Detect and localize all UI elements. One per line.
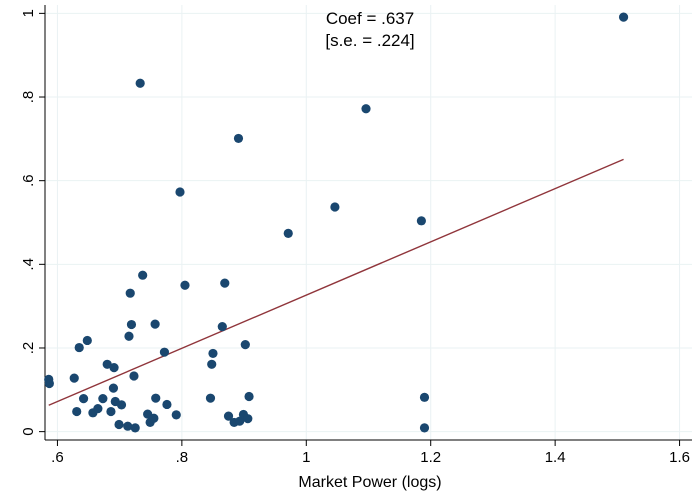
- x-axis-title: Market Power (logs): [298, 474, 441, 491]
- data-point: [361, 104, 371, 114]
- data-point: [138, 270, 148, 280]
- data-point: [220, 278, 230, 288]
- data-points: [44, 12, 629, 433]
- data-point: [114, 419, 124, 430]
- data-point: [82, 335, 92, 346]
- data-point: [205, 393, 216, 403]
- data-point: [240, 340, 250, 350]
- data-point: [416, 216, 426, 226]
- y-tick-label: .4: [20, 258, 37, 271]
- data-point: [243, 414, 253, 424]
- data-point: [618, 12, 629, 22]
- x-tick-label: .8: [176, 449, 189, 466]
- coef-annotation: Coef = .637: [326, 9, 414, 28]
- data-point: [74, 342, 84, 353]
- se-annotation: [s.e. = .224]: [325, 31, 414, 50]
- data-point: [244, 391, 254, 402]
- data-point: [123, 421, 133, 431]
- data-point: [283, 228, 293, 238]
- data-point: [175, 187, 185, 197]
- data-point: [98, 393, 108, 404]
- fit-line: [48, 158, 624, 406]
- data-point: [109, 363, 119, 373]
- data-point: [125, 288, 135, 298]
- data-point: [208, 348, 218, 359]
- data-point: [217, 322, 227, 332]
- data-point: [129, 371, 139, 381]
- gridlines: [45, 5, 692, 440]
- x-tick-label: .6: [51, 449, 64, 466]
- y-tick-label: 1: [20, 9, 37, 17]
- data-point: [235, 416, 245, 426]
- data-point: [159, 347, 170, 357]
- data-point: [180, 280, 190, 290]
- y-tick-label: .8: [20, 91, 37, 104]
- data-point: [171, 410, 181, 420]
- data-point: [151, 393, 161, 403]
- data-point: [149, 413, 159, 423]
- data-point: [162, 399, 172, 410]
- data-point: [72, 406, 82, 417]
- data-point: [106, 406, 116, 417]
- y-tick-label: .2: [20, 342, 37, 355]
- x-tick-label: 1.4: [545, 449, 566, 466]
- data-point: [419, 423, 430, 433]
- data-point: [207, 359, 217, 369]
- data-point: [135, 78, 145, 88]
- y-tick-label: .6: [20, 174, 37, 187]
- data-point: [69, 373, 79, 383]
- data-point: [126, 319, 137, 330]
- data-point: [124, 331, 134, 341]
- data-point: [330, 202, 340, 212]
- data-point: [223, 411, 234, 421]
- x-tick-label: 1: [302, 449, 310, 466]
- data-point: [233, 133, 244, 144]
- data-point: [102, 359, 112, 369]
- x-tick-label: 1.2: [420, 449, 441, 466]
- data-point: [108, 383, 119, 393]
- y-axis-ticks: 0 .2 .4 .6 .8 1: [20, 9, 45, 436]
- data-point: [150, 319, 160, 329]
- data-point: [419, 392, 430, 402]
- data-point: [116, 400, 127, 410]
- data-point: [78, 393, 89, 404]
- x-axis-ticks: .6 .8 1 1.2 1.4 1.6: [51, 440, 690, 466]
- data-point: [130, 423, 140, 433]
- data-point: [93, 404, 103, 414]
- y-tick-label: 0: [20, 427, 37, 435]
- x-tick-label: 1.6: [669, 449, 690, 466]
- data-point: [44, 378, 54, 389]
